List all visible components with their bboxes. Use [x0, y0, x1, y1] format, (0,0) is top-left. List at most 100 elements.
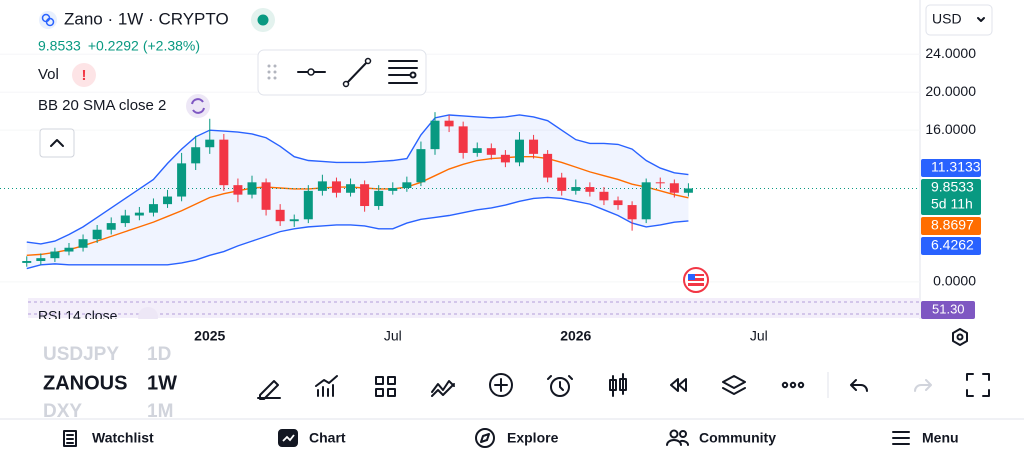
settings-icon[interactable] [952, 328, 968, 346]
nav-explore[interactable]: Explore [507, 430, 559, 446]
y-tick-label: 20.0000 [925, 83, 976, 99]
add-tool-plus [494, 378, 508, 392]
candle-body [543, 153, 553, 178]
fib-tool[interactable] [388, 60, 418, 84]
lower-tag [921, 237, 981, 255]
basis-tag [921, 217, 981, 235]
candle-body [416, 149, 426, 183]
interval-selected[interactable]: 1W [147, 372, 177, 394]
last-price: 9.8533 [38, 38, 81, 54]
time-axis [0, 319, 1024, 349]
candle-body [444, 120, 454, 127]
candle-body [289, 219, 299, 222]
chart-type-tool[interactable] [609, 373, 627, 397]
y-tick-label: 16.0000 [925, 121, 976, 137]
symbol-title[interactable]: Zano · 1W · CRYPTO [64, 9, 229, 28]
candle-body [655, 182, 665, 184]
nav-chart[interactable]: Chart [309, 430, 346, 446]
error-icon[interactable] [72, 63, 96, 87]
candle-body [683, 188, 693, 193]
candle-body [472, 148, 482, 153]
candle-body [36, 258, 46, 262]
settings-icon-center [956, 333, 964, 341]
candle-body [360, 184, 370, 207]
candle-body [205, 139, 215, 148]
trend-line-tool[interactable] [342, 57, 372, 88]
indicators-tool[interactable] [315, 375, 338, 397]
candle-body [120, 215, 130, 224]
refresh-icon[interactable] [186, 94, 210, 118]
more-tool[interactable] [781, 381, 789, 389]
candle-body [134, 212, 144, 216]
plot-area: 0.0000 16.0000 20.0000 24.0000 11.3133 9.8533… [0, 0, 981, 319]
horizontal-ray-tool[interactable] [297, 68, 326, 76]
symbol-picker [0, 348, 230, 418]
bb-lower [26, 196, 689, 270]
countdown-label: 5d 11h [931, 196, 973, 212]
drag-handle[interactable] [267, 64, 277, 80]
rsi-pane [28, 298, 920, 318]
lower-tag-label: 6.4262 [931, 237, 974, 253]
chart-icon-line [282, 434, 295, 442]
x-tick-label: 2025 [194, 328, 225, 344]
explore-icon [475, 428, 495, 448]
upper-tag [921, 159, 981, 177]
draw-tool[interactable] [257, 380, 281, 400]
explore-needle [480, 433, 490, 443]
fullscreen-button[interactable] [966, 373, 990, 397]
alert-tool-hands [547, 375, 573, 391]
candle-body [500, 154, 510, 163]
indicator-label[interactable]: BB 20 SMA close 2 [38, 97, 166, 114]
collapse-button[interactable] [39, 128, 75, 158]
interval-option[interactable]: 1D [147, 344, 171, 365]
y-tick-label: 0.0000 [933, 273, 976, 289]
alert-tool[interactable] [550, 377, 570, 397]
candle-body [50, 251, 60, 259]
indicator-label[interactable]: Vol [38, 66, 59, 83]
x-tick-label: Jul [750, 328, 768, 344]
compare-tool[interactable] [431, 380, 455, 397]
community-body [666, 439, 689, 446]
dropdown-arrow [977, 17, 985, 22]
error-icon-mark: ! [82, 67, 87, 84]
layout-tool[interactable] [375, 376, 396, 397]
interval-option[interactable]: 1M [147, 401, 173, 422]
refresh-arrows [191, 98, 205, 114]
flag-canton [688, 274, 695, 280]
add-tool[interactable] [489, 373, 513, 397]
chevron-up [50, 139, 64, 147]
candle-body [430, 120, 440, 150]
community-icon [679, 430, 687, 438]
x-tick-label: 2026 [560, 328, 591, 344]
symbol-option[interactable]: DXY [43, 401, 82, 422]
x-tick-label: Jul [384, 328, 402, 344]
nav-menu[interactable]: Menu [922, 430, 959, 446]
candle-body [585, 187, 595, 192]
redo-button[interactable] [914, 379, 932, 392]
more-dot [789, 381, 797, 389]
undo-button[interactable] [850, 379, 868, 392]
candle-body [613, 200, 623, 206]
price-change: +0.2292 [88, 38, 139, 54]
candle-body [317, 181, 327, 191]
candle-body [571, 187, 581, 191]
price-change-percent: (+2.38%) [143, 38, 200, 54]
symbol-selected[interactable]: ZANOUS [43, 372, 127, 394]
candle-body [529, 139, 539, 154]
menu-icon [892, 431, 910, 445]
candle-body [148, 204, 158, 213]
nav-watchlist[interactable]: Watchlist [92, 430, 154, 446]
rsi-value-tag [921, 301, 975, 319]
watchlist-icon [63, 430, 77, 447]
currency-select[interactable] [925, 4, 993, 36]
candle-body [641, 182, 651, 220]
last-price-tag [921, 179, 981, 215]
objects-tool[interactable] [722, 375, 746, 395]
candle-body [163, 196, 173, 205]
symbol-option[interactable]: USDJPY [43, 344, 119, 365]
nav-community[interactable]: Community [699, 430, 776, 446]
candle-body [627, 205, 637, 220]
candle-body [346, 184, 356, 193]
candle-body [261, 182, 271, 210]
replay-tool[interactable] [670, 378, 687, 392]
